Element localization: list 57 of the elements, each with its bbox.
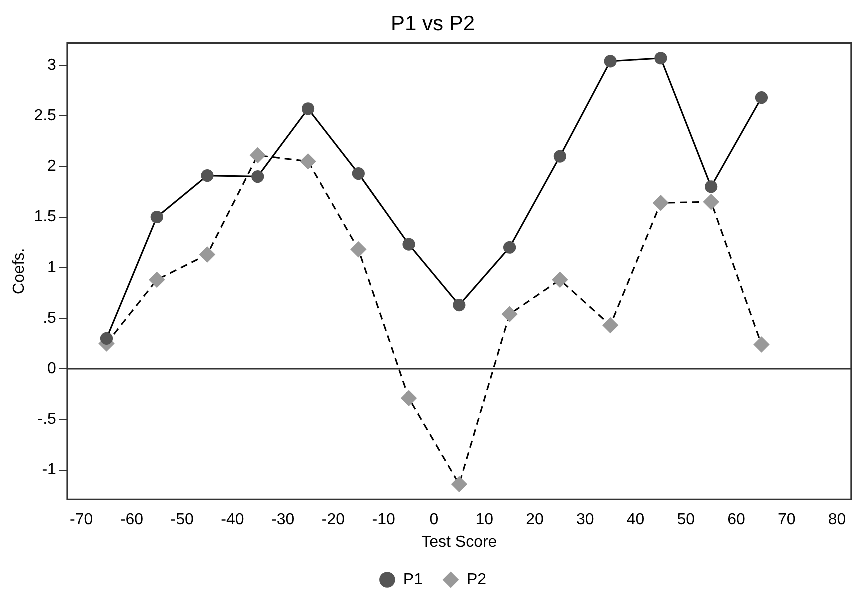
y-tick-label: .5 bbox=[43, 310, 57, 327]
y-tick-label: 3 bbox=[48, 56, 57, 74]
x-tick-label: 20 bbox=[526, 512, 544, 529]
point bbox=[554, 150, 566, 163]
x-tick-label: 70 bbox=[778, 512, 796, 529]
point bbox=[201, 169, 214, 182]
point bbox=[504, 241, 516, 254]
y-tick-label: -1 bbox=[42, 462, 57, 479]
point bbox=[755, 92, 768, 104]
point bbox=[100, 332, 114, 345]
y-tick-label: 2 bbox=[48, 158, 57, 176]
x-tick-label: -30 bbox=[272, 512, 295, 529]
legend-label: P2 bbox=[467, 571, 487, 588]
x-tick-label: -70 bbox=[70, 512, 94, 529]
point bbox=[502, 306, 518, 322]
point bbox=[704, 194, 720, 210]
x-tick-label: 0 bbox=[430, 512, 439, 529]
x-tick-label: -40 bbox=[221, 512, 244, 529]
point bbox=[200, 246, 216, 263]
x-tick-label: 50 bbox=[677, 512, 696, 529]
x-tick-label: -60 bbox=[120, 512, 144, 529]
point bbox=[754, 336, 770, 353]
point bbox=[302, 102, 315, 116]
point bbox=[453, 299, 466, 312]
x-axis-title: Test Score bbox=[422, 534, 498, 551]
y-tick-label: -.5 bbox=[38, 411, 57, 428]
y-tick-label: 0 bbox=[48, 360, 57, 378]
point bbox=[401, 390, 417, 406]
x-tick-label: 80 bbox=[828, 512, 846, 529]
point bbox=[653, 195, 669, 211]
point bbox=[402, 238, 416, 251]
point bbox=[252, 170, 264, 184]
x-tick-label: -10 bbox=[372, 512, 396, 529]
point bbox=[149, 272, 165, 288]
point bbox=[300, 154, 316, 170]
point bbox=[352, 167, 365, 180]
point bbox=[452, 476, 468, 492]
point bbox=[604, 55, 617, 68]
point bbox=[150, 210, 164, 224]
x-tick-label: -20 bbox=[322, 512, 346, 529]
point bbox=[602, 318, 618, 334]
x-tick-label: 30 bbox=[576, 512, 594, 529]
x-tick-label: 10 bbox=[476, 512, 494, 529]
x-tick-label: 60 bbox=[728, 512, 746, 529]
y-axis-title: Coefs. bbox=[11, 248, 28, 295]
point bbox=[705, 180, 718, 194]
y-tick-label: 2.5 bbox=[34, 107, 57, 124]
y-tick-label: 1 bbox=[48, 259, 57, 276]
point bbox=[552, 272, 568, 288]
x-tick-label: -50 bbox=[170, 512, 194, 529]
point bbox=[654, 52, 668, 65]
point bbox=[350, 242, 366, 258]
chart-title: P1 vs P2 bbox=[390, 12, 476, 36]
legend-label: P1 bbox=[403, 571, 424, 588]
y-tick-label: 1.5 bbox=[34, 208, 57, 226]
point bbox=[250, 148, 266, 164]
x-tick-label: 40 bbox=[626, 512, 645, 529]
